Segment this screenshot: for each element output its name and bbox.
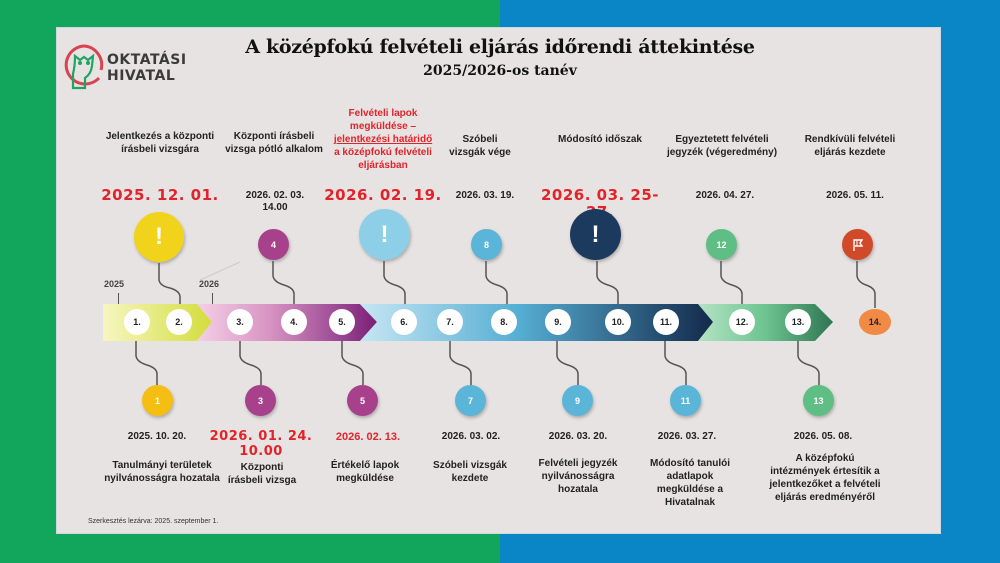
step-bubble-12: 12 — [706, 229, 737, 260]
timeline-node-1: 1. — [124, 309, 150, 335]
timeline-node-13: 13. — [785, 309, 811, 335]
org-name-line1: OKTATÁSI — [107, 52, 187, 68]
year-marker-2026: 2026 — [199, 279, 220, 289]
timeline-node-10: 10. — [605, 309, 631, 335]
segment-2025 — [103, 304, 212, 341]
exclamation-icon: ! — [380, 220, 389, 248]
step-bubble-5: 5 — [347, 385, 378, 416]
event-label-bottom-4: Szóbeli vizsgák kezdete — [433, 460, 507, 484]
page-subtitle: 2025/2026-os tanév — [423, 63, 577, 79]
event-label-bottom-6: Módosító tanulói adatlapok megküldése a … — [650, 458, 730, 508]
step-bubble-9: 9 — [562, 385, 593, 416]
event-date-top-7: 2026. 05. 11. — [826, 190, 884, 201]
event-date-bottom-6: 2026. 03. 27. — [657, 431, 717, 442]
alert-bubble-yellow: ! — [134, 212, 184, 262]
event-date-top-3: 2026. 02. 19. — [324, 186, 442, 204]
event-label-top-3: Felvételi lapok megküldése – jelentkezés… — [333, 108, 433, 171]
year-tick-2025 — [118, 293, 119, 304]
step-bubble-13: 13 — [803, 385, 834, 416]
event-date-top-1: 2025. 12. 01. — [101, 186, 219, 204]
timeline-node-14: 14. — [859, 309, 891, 335]
timeline-node-7: 7. — [437, 309, 463, 335]
event-label-top-4: Szóbeli vizsgák vége — [449, 134, 511, 158]
event-label-top-1: Jelentkezés a központi írásbeli vizsgára — [105, 131, 215, 155]
event-date-bottom-3: 2026. 02. 13. — [335, 431, 401, 443]
step-bubble-3: 3 — [245, 385, 276, 416]
timeline-node-4: 4. — [281, 309, 307, 335]
event-date-top-2: 2026. 02. 03. 14.00 — [245, 190, 305, 213]
year-tick-2026 — [212, 293, 213, 304]
event-label-bottom-1: Tanulmányi területek nyilvánosságra hoza… — [104, 460, 220, 484]
step-bubble-1: 1 — [142, 385, 173, 416]
timeline-node-8: 8. — [491, 309, 517, 335]
timeline-node-11: 11. — [653, 309, 679, 335]
timeline-node-9: 9. — [545, 309, 571, 335]
event-date-bottom-5: 2026. 03. 20. — [548, 431, 608, 442]
event-label-top-2: Központi írásbeli vizsga pótló alkalom — [225, 131, 323, 155]
event-label-bottom-3: Értékelő lapok megküldése — [330, 460, 400, 484]
event-date-bottom-1: 2025. 10. 20. — [127, 431, 187, 442]
year-marker-2025: 2025 — [104, 279, 125, 289]
timeline-node-6: 6. — [391, 309, 417, 335]
step-bubble-11: 11 — [670, 385, 701, 416]
infographic-card — [57, 28, 940, 533]
flag-icon — [852, 238, 863, 251]
event-date-top-6: 2026. 04. 27. — [695, 190, 755, 201]
event-date-top-4: 2026. 03. 19. — [455, 190, 515, 201]
alert-bubble-navy: ! — [570, 209, 621, 260]
alert-bubble-light-blue: ! — [359, 209, 410, 260]
event-label-top-6: Egyeztetett felvételi jegyzék (végeredmé… — [666, 134, 778, 158]
step-bubble-8: 8 — [471, 229, 502, 260]
event-date-bottom-4: 2026. 03. 02. — [441, 431, 501, 442]
step-bubble-7: 7 — [455, 385, 486, 416]
owl-logo-icon — [64, 44, 104, 90]
event-label-bottom-2: Központi írásbeli vizsga — [227, 462, 297, 486]
exclamation-icon: ! — [591, 220, 600, 248]
page-title: A középfokú felvételi eljárás időrendi á… — [245, 36, 755, 58]
oktatasi-hivatal-logo: OKTATÁSI HIVATAL — [63, 44, 263, 92]
exclamation-icon: ! — [155, 223, 163, 250]
event-label-top-5: Módosító időszak — [558, 134, 642, 145]
timeline-node-3: 3. — [227, 309, 253, 335]
event-label-bottom-7: A középfokú intézmények értesítik a jele… — [769, 453, 881, 503]
timeline-node-12: 12. — [729, 309, 755, 335]
timeline-node-2: 2. — [166, 309, 192, 335]
event-date-bottom-2: 2026. 01. 24. 10.00 — [209, 429, 313, 459]
timeline-node-5: 5. — [329, 309, 355, 335]
event-label-top-7: Rendkívüli felvételi eljárás kezdete — [804, 134, 896, 158]
event-label-bottom-5: Felvételi jegyzék nyilvánosságra hozatal… — [538, 458, 618, 495]
step-bubble-4: 4 — [258, 229, 289, 260]
org-name-line2: HIVATAL — [107, 68, 176, 84]
flag-bubble — [842, 229, 873, 260]
segment-april-may — [698, 304, 833, 341]
event-date-bottom-7: 2026. 05. 08. — [793, 431, 853, 442]
edit-closed-note: Szerkesztés lezárva: 2025. szeptember 1. — [88, 518, 219, 525]
